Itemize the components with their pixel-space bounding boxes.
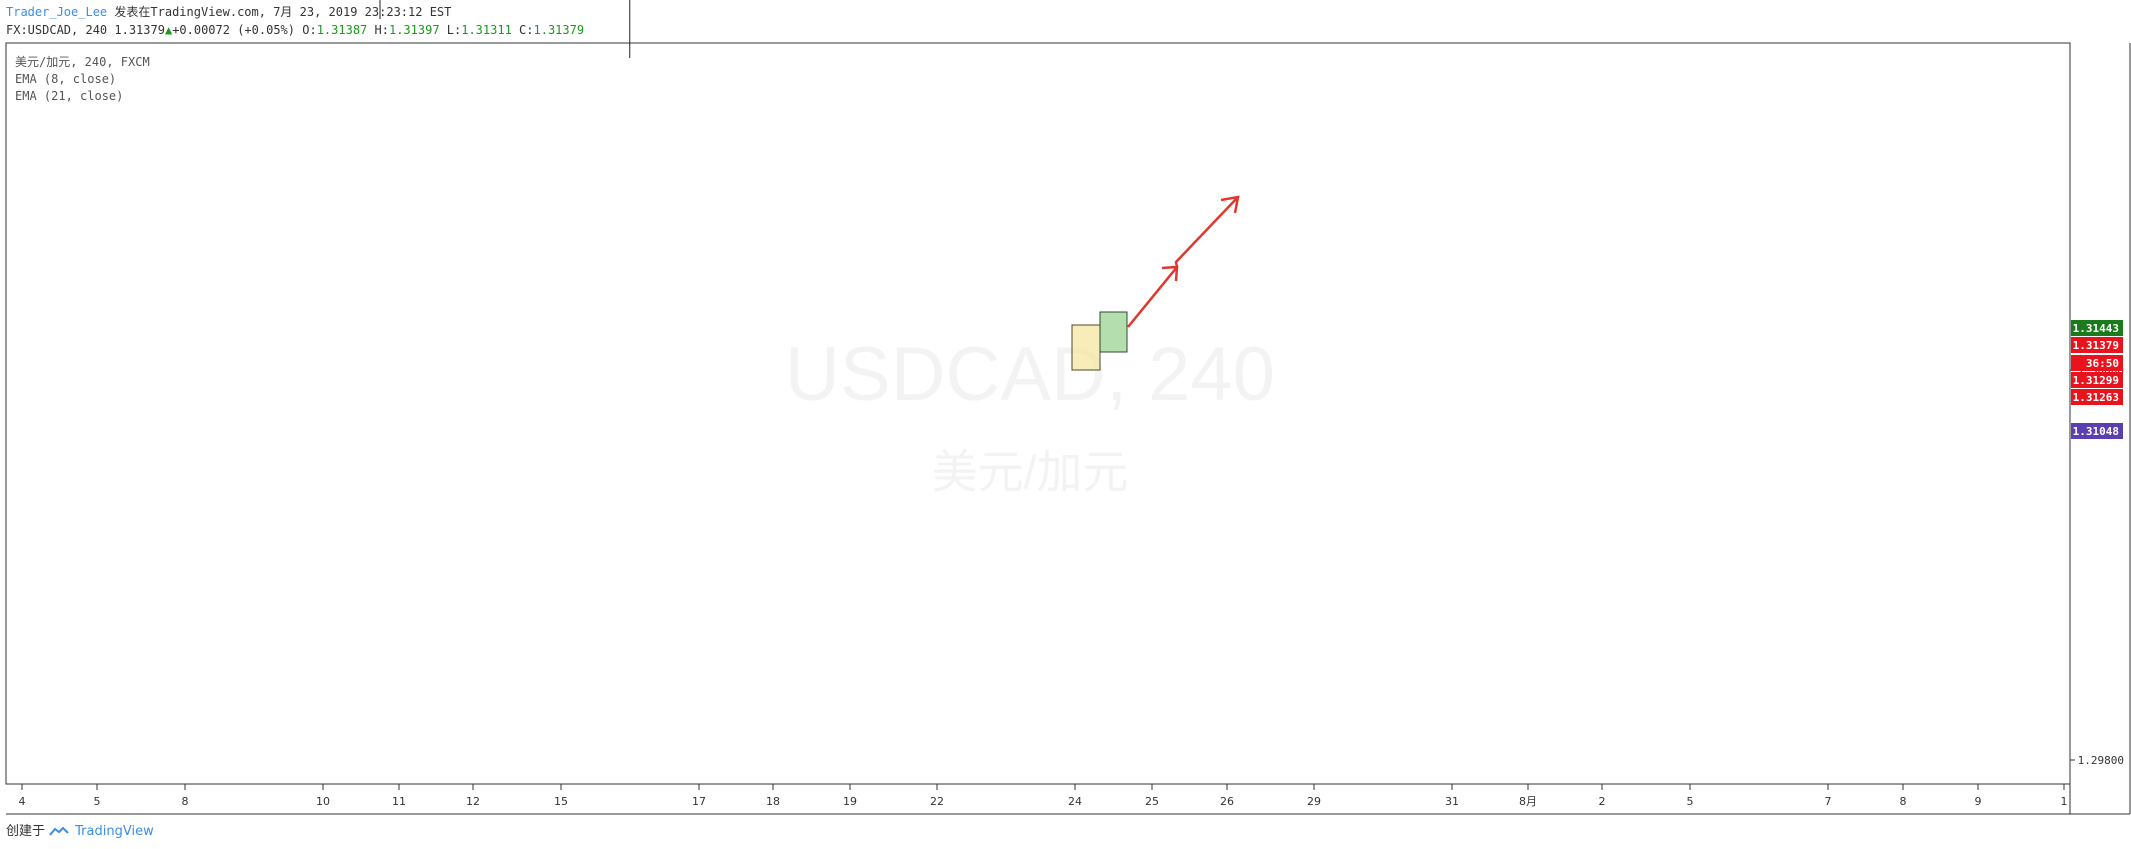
tradingview-logo-icon[interactable] (49, 826, 69, 837)
publish-info: 发表在TradingView.com, 7月 23, 2019 23:23:12… (114, 5, 452, 19)
x-tick-label: 7 (1825, 795, 1832, 808)
x-tick-label: 26 (1220, 795, 1234, 808)
price-label-text: 1.31263 (2073, 391, 2119, 404)
x-tick-label: 17 (692, 795, 706, 808)
open-value: 1.31387 (316, 23, 368, 37)
forecast-arrow-path (1127, 196, 1239, 328)
x-tick-label: 31 (1445, 795, 1459, 808)
price-label-support: 1.31299 (2071, 372, 2123, 388)
yellow-highlight-box[interactable] (1071, 324, 1101, 371)
price-label-bg (2071, 372, 2123, 388)
price-label-bg (2071, 389, 2123, 405)
x-tick-label: 4 (19, 795, 26, 808)
x-tick-label: 11 (392, 795, 406, 808)
x-tick-label: 8 (182, 795, 189, 808)
close-value: 1.31379 (533, 23, 585, 37)
candles (379, 0, 631, 58)
x-tick-label: 5 (94, 795, 101, 808)
price-label-last: 1.31379 (2071, 337, 2123, 353)
watermark-symbol: USDCAD, 240 (785, 332, 1275, 417)
watermark-name: 美元/加元 (932, 446, 1129, 498)
x-tick-label: 5 (1687, 795, 1694, 808)
publish-line: Trader_Joe_Lee 发表在TradingView.com, 7月 23… (6, 3, 584, 21)
x-tick-label: 15 (554, 795, 568, 808)
green-target-box[interactable] (1099, 311, 1128, 353)
up-triangle-icon: ▲ (164, 23, 173, 37)
y-tick-label: 1.29800 (2078, 754, 2124, 767)
x-tick-label: 1 (2061, 795, 2068, 808)
footer: 创建于 TradingView (6, 820, 154, 839)
price-label-support: 1.31263 (2071, 389, 2123, 405)
x-tick-label: 18 (766, 795, 780, 808)
price-label-ema21: 1.31048 (2071, 423, 2123, 439)
x-tick-label: 25 (1145, 795, 1159, 808)
x-tick-label: 12 (466, 795, 480, 808)
candle (379, 0, 381, 19)
created-label: 创建于 (6, 824, 46, 839)
price-label-resistance: 1.31443 (2071, 320, 2123, 336)
x-tick-label: 9 (1975, 795, 1982, 808)
low-value: 1.31311 (461, 23, 512, 37)
x-tick-label: 24 (1068, 795, 1082, 808)
x-tick-label: 29 (1307, 795, 1321, 808)
x-tick-label: 2 (1599, 795, 1606, 808)
price-label-text: 1.31443 (2073, 322, 2119, 335)
x-tick-label: 22 (930, 795, 944, 808)
forecast-arrow[interactable] (1127, 195, 1240, 328)
close-label: C: (519, 23, 534, 37)
tradingview-link[interactable]: TradingView (75, 824, 154, 839)
x-tick-label: 8 (1900, 795, 1907, 808)
legend-ema21: EMA (21, close) (15, 89, 123, 103)
author-link[interactable]: Trader_Joe_Lee (6, 5, 108, 19)
high-value: 1.31397 (388, 23, 440, 37)
price-label-bg (2071, 320, 2123, 336)
symbol-price: FX:USDCAD, 240 1.31379 (6, 23, 165, 37)
legend-ema8: EMA (8, close) (15, 72, 116, 86)
x-tick-label: 19 (843, 795, 857, 808)
arrow-end-head (1220, 195, 1240, 214)
chart-header: Trader_Joe_Lee 发表在TradingView.com, 7月 23… (6, 3, 584, 39)
ohlc-line: FX:USDCAD, 240 1.31379▲+0.00072 (+0.05%)… (6, 21, 584, 39)
arrow-mid-head (1161, 265, 1179, 282)
price-label-text: 36:50 (2086, 357, 2119, 370)
high-label: H: (374, 23, 389, 37)
price-label-text: 1.31379 (2073, 339, 2119, 352)
x-tick-label: 10 (316, 795, 330, 808)
price-label-text: 1.31299 (2073, 374, 2119, 387)
price-chart[interactable]: USDCAD, 240 美元/加元 美元/加元, 240, FXCM EMA (… (0, 0, 2131, 815)
price-change: +0.00072 (+0.05%) (172, 23, 296, 37)
low-label: L: (446, 23, 462, 37)
price-axis-labels: 1.31443 1.31379 36:50 1.31299 1.31263 1.31048 (2071, 320, 2123, 439)
price-label-bg (2071, 355, 2123, 371)
open-label: O: (302, 23, 317, 37)
legend-main: 美元/加元, 240, FXCM (15, 55, 150, 69)
candle (629, 0, 631, 58)
price-label-text: 1.31048 (2073, 425, 2119, 438)
price-label-countdown: 36:50 (2071, 355, 2123, 371)
x-axis-ticks: 4 5 8 10 11 12 15 17 18 19 22 24 25 26 29 31 8月 2 5 7 8 9 1 (19, 784, 2068, 808)
price-label-bg (2071, 423, 2123, 439)
price-label-bg (2071, 337, 2123, 353)
x-tick-label: 8月 (1519, 795, 1537, 808)
